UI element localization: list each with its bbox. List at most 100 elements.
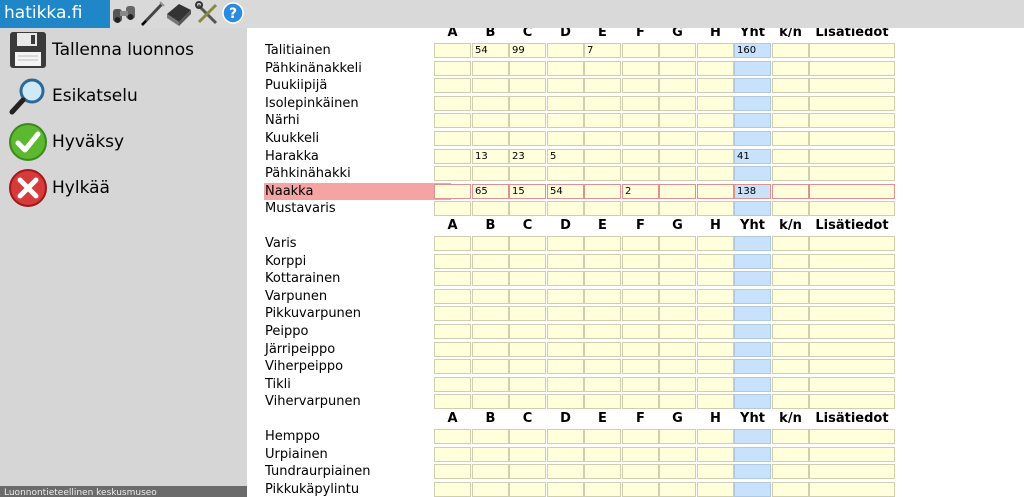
count-input-yht[interactable] (734, 481, 771, 497)
count-input-b[interactable] (472, 131, 509, 146)
count-input-h[interactable] (697, 446, 734, 462)
count-input-lisatiedot[interactable] (809, 253, 895, 269)
count-input-f[interactable] (622, 271, 659, 287)
count-input-d[interactable] (547, 201, 584, 217)
count-input-lisatiedot[interactable] (809, 60, 895, 76)
count-input-g[interactable] (659, 201, 696, 217)
count-input-a[interactable] (434, 359, 471, 375)
count-input-h[interactable] (697, 429, 734, 444)
count-input-b[interactable] (472, 359, 509, 375)
count-input-yht[interactable] (734, 113, 771, 129)
count-input-c[interactable] (509, 341, 546, 357)
count-input-k-n[interactable] (772, 429, 809, 444)
help-icon[interactable]: ? (220, 0, 248, 28)
count-input-f[interactable] (622, 306, 659, 322)
count-input-g[interactable] (659, 113, 696, 129)
count-input-b[interactable] (472, 253, 509, 269)
count-input-b[interactable] (472, 95, 509, 111)
count-input-f[interactable] (622, 394, 659, 410)
count-input-d[interactable] (547, 429, 584, 444)
count-input-lisatiedot[interactable] (809, 429, 895, 444)
count-input-h[interactable] (697, 131, 734, 146)
count-input-a[interactable] (434, 236, 471, 251)
count-input-yht[interactable] (734, 78, 771, 94)
count-input-d[interactable] (547, 113, 584, 129)
count-input-h[interactable] (697, 148, 734, 164)
site-logo[interactable]: hatikka.fi (0, 0, 110, 28)
count-input-lisatiedot[interactable] (809, 464, 895, 480)
count-input-e[interactable] (584, 324, 621, 339)
count-input-d[interactable] (547, 446, 584, 462)
count-input-yht[interactable]: 160 (734, 43, 771, 58)
count-input-lisatiedot[interactable] (809, 236, 895, 251)
count-input-c[interactable] (509, 166, 546, 182)
count-input-b[interactable]: 54 (472, 43, 509, 58)
count-input-a[interactable] (434, 341, 471, 357)
count-input-e[interactable] (584, 95, 621, 111)
count-input-f[interactable] (622, 95, 659, 111)
pen-icon[interactable] (138, 0, 166, 28)
count-input-lisatiedot[interactable] (809, 288, 895, 304)
count-input-k-n[interactable] (772, 324, 809, 339)
count-input-f[interactable] (622, 481, 659, 497)
count-input-a[interactable] (434, 288, 471, 304)
count-input-yht[interactable] (734, 60, 771, 76)
count-input-lisatiedot[interactable] (809, 446, 895, 462)
count-input-d[interactable] (547, 60, 584, 76)
count-input-h[interactable] (697, 376, 734, 392)
count-input-e[interactable] (584, 131, 621, 146)
count-input-k-n[interactable] (772, 113, 809, 129)
count-input-h[interactable] (697, 253, 734, 269)
count-input-g[interactable] (659, 341, 696, 357)
count-input-e[interactable] (584, 236, 621, 251)
count-input-g[interactable] (659, 288, 696, 304)
count-input-b[interactable] (472, 306, 509, 322)
count-input-d[interactable] (547, 464, 584, 480)
count-input-f[interactable] (622, 78, 659, 94)
count-input-e[interactable] (584, 341, 621, 357)
count-input-c[interactable] (509, 201, 546, 217)
count-input-lisatiedot[interactable] (809, 481, 895, 497)
count-input-a[interactable] (434, 306, 471, 322)
count-input-f[interactable] (622, 288, 659, 304)
count-input-yht[interactable]: 138 (734, 183, 771, 199)
count-input-lisatiedot[interactable] (809, 359, 895, 375)
count-input-f[interactable] (622, 113, 659, 129)
count-input-yht[interactable] (734, 446, 771, 462)
count-input-f[interactable] (622, 60, 659, 76)
count-input-c[interactable]: 99 (509, 43, 546, 58)
count-input-lisatiedot[interactable] (809, 376, 895, 392)
count-input-g[interactable] (659, 131, 696, 146)
count-input-g[interactable] (659, 394, 696, 410)
count-input-e[interactable] (584, 376, 621, 392)
count-input-h[interactable] (697, 183, 734, 199)
count-input-c[interactable] (509, 464, 546, 480)
count-input-d[interactable] (547, 131, 584, 146)
count-input-yht[interactable] (734, 429, 771, 444)
count-input-c[interactable] (509, 60, 546, 76)
count-input-h[interactable] (697, 288, 734, 304)
count-input-k-n[interactable] (772, 43, 809, 58)
count-input-g[interactable] (659, 324, 696, 339)
count-input-d[interactable] (547, 288, 584, 304)
count-input-c[interactable] (509, 429, 546, 444)
count-input-k-n[interactable] (772, 464, 809, 480)
count-input-yht[interactable] (734, 324, 771, 339)
count-input-a[interactable] (434, 43, 471, 58)
preview-button[interactable]: Esikatselu (8, 75, 138, 117)
count-input-c[interactable] (509, 376, 546, 392)
count-input-yht[interactable] (734, 201, 771, 217)
count-input-f[interactable] (622, 43, 659, 58)
count-input-a[interactable] (434, 166, 471, 182)
count-input-c[interactable] (509, 131, 546, 146)
count-input-e[interactable] (584, 148, 621, 164)
count-input-b[interactable] (472, 481, 509, 497)
count-input-e[interactable] (584, 253, 621, 269)
count-input-d[interactable]: 5 (547, 148, 584, 164)
count-input-lisatiedot[interactable] (809, 201, 895, 217)
count-input-yht[interactable] (734, 271, 771, 287)
count-input-e[interactable] (584, 183, 621, 199)
count-input-d[interactable]: 54 (547, 183, 584, 199)
count-input-k-n[interactable] (772, 271, 809, 287)
count-input-g[interactable] (659, 464, 696, 480)
